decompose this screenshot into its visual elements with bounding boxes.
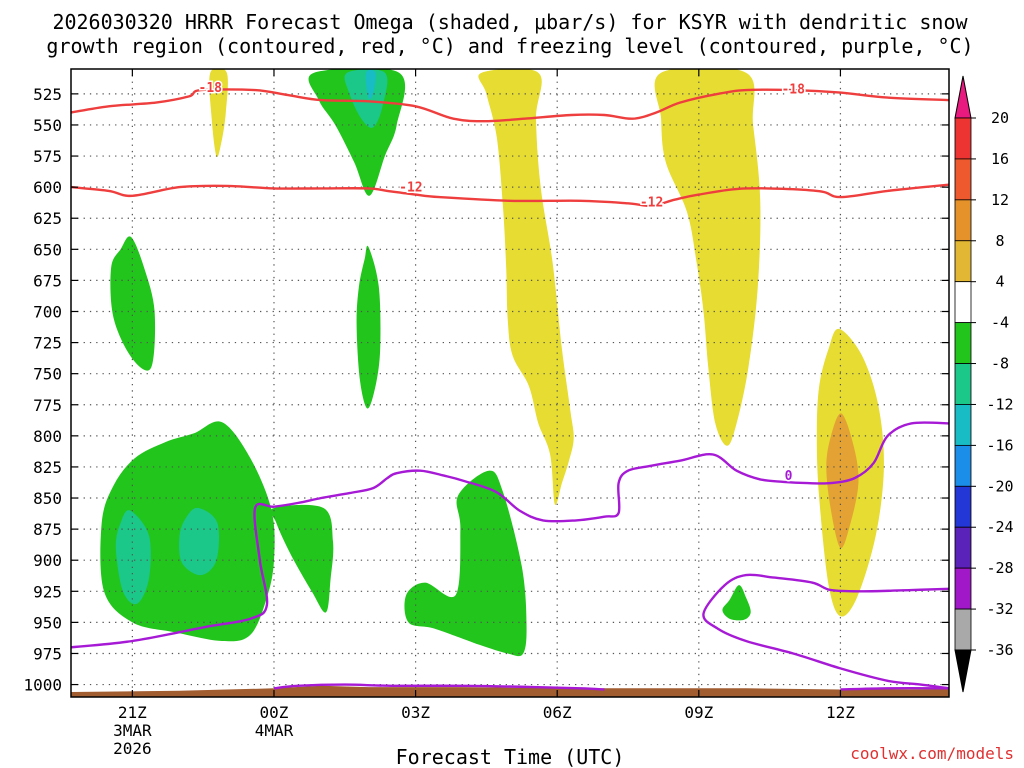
omega-region-descent-0200Z-upper-inner	[365, 69, 376, 100]
colorbar: 20 16 12 8 4 -4 -8 -12 -16 -20 -24 -28 -32 -36	[954, 75, 1014, 693]
colorbar-label: -28	[986, 559, 1013, 577]
omega-region-descent-2300Z-lower-core	[179, 507, 220, 576]
colorbar-label: 8	[995, 232, 1004, 250]
y-tick-label: 950	[33, 613, 62, 632]
omega-region-descent-2100Z-lower-core	[115, 510, 151, 605]
colorbar-label: -8	[991, 355, 1009, 373]
colorbar-label: -4	[991, 314, 1009, 332]
freezing-level-contour-3	[840, 687, 949, 691]
dendritic-contour-1	[71, 183, 949, 208]
freezing-level-contour-2	[273, 683, 605, 691]
colorbar-label: -12	[986, 395, 1013, 413]
y-tick-label: 1000	[23, 676, 62, 695]
y-tick-label: 550	[33, 116, 62, 135]
x-tick-label: 00Z	[260, 703, 289, 722]
y-tick-label: 625	[33, 209, 62, 228]
colorbar-label: -16	[986, 436, 1013, 454]
terrain-fill	[71, 685, 949, 697]
y-tick-label: 575	[33, 147, 62, 166]
colorbar-label: -24	[986, 518, 1013, 536]
colorbar-label: -36	[986, 641, 1013, 659]
x-tick-sublabel-date: 3MAR	[113, 721, 152, 740]
pressure-axis: 525 550 575 600 625 650 675 700 725 750 775 800 825 8…	[23, 85, 949, 695]
y-tick-label: 900	[33, 551, 62, 570]
colorbar-top-extension	[954, 75, 972, 119]
colorbar-bin	[954, 322, 972, 364]
colorbar-bin	[954, 363, 972, 405]
dendritic-contour-label: -12	[399, 181, 422, 196]
omega-region-descent-0430Z-lower	[404, 470, 527, 657]
freezing-level-contour-0	[71, 421, 949, 649]
chart-title-line-1: 2026030320 HRRR Forecast Omega (shaded, …	[52, 10, 968, 34]
y-tick-label: 875	[33, 520, 62, 539]
colorbar-bin	[954, 117, 972, 160]
colorbar-bin	[954, 158, 972, 201]
dendritic-contour-label: -18	[781, 82, 805, 97]
chart-title-line-2: growth region (contoured, red, °C) and f…	[46, 34, 973, 58]
omega-region-descent-1000Z-small	[722, 585, 751, 621]
colorbar-bin	[954, 567, 972, 610]
colorbar-label: 12	[991, 191, 1009, 209]
y-tick-label: 525	[33, 85, 62, 104]
colorbar-label: 20	[991, 109, 1009, 127]
contour-labels: -18 -18 -12 -12 0	[197, 80, 807, 486]
colorbar-bin	[954, 485, 972, 528]
omega-region-descent-2100Z-mid	[110, 236, 156, 371]
omega-region-descent-0030Z-lower	[270, 504, 334, 613]
x-tick-label: 03Z	[401, 703, 430, 722]
omega-shading	[100, 69, 884, 657]
y-tick-label: 650	[33, 240, 62, 259]
y-tick-label: 825	[33, 458, 62, 477]
x-tick-label: 21Z	[118, 703, 147, 722]
colorbar-bin	[954, 199, 972, 242]
omega-region-ascent-2030Z-upper	[209, 69, 228, 157]
y-tick-label: 600	[33, 178, 62, 197]
dendritic-contour-0	[71, 88, 949, 123]
colorbar-label: -32	[986, 600, 1013, 618]
colorbar-bin	[954, 281, 972, 324]
colorbar-bin	[954, 240, 972, 283]
y-tick-label: 925	[33, 582, 62, 601]
colorbar-bottom-extension	[954, 649, 972, 693]
x-tick-label: 09Z	[684, 703, 713, 722]
colorbar-bin	[954, 526, 972, 569]
x-tick-sublabel-date: 4MAR	[255, 721, 294, 740]
x-tick-label: 06Z	[543, 703, 572, 722]
colorbar-bin	[954, 608, 972, 651]
y-tick-label: 800	[33, 427, 62, 446]
x-tick-sublabel-year: 2026	[113, 739, 152, 758]
terrain-layer	[71, 685, 949, 697]
omega-region-ascent-0430Z-column	[478, 69, 574, 505]
y-tick-label: 975	[33, 644, 62, 663]
colorbar-bin	[954, 404, 972, 446]
y-tick-label: 675	[33, 271, 62, 290]
colorbar-bin	[954, 444, 972, 487]
x-tick-label: 12Z	[826, 703, 855, 722]
freezing-level-contour-1	[702, 573, 949, 690]
x-axis-title: Forecast Time (UTC)	[396, 745, 625, 768]
contour-lines	[71, 88, 949, 691]
freezing-level-contour-label: 0	[785, 469, 793, 484]
y-tick-label: 850	[33, 489, 62, 508]
dendritic-contour-label: -12	[640, 196, 663, 211]
y-tick-label: 725	[33, 334, 62, 353]
plot-area: -18 -18 -12 -12 0	[70, 68, 950, 698]
credit-text: coolwx.com/models	[850, 744, 1014, 763]
y-tick-label: 700	[33, 302, 62, 321]
colorbar-label: -20	[986, 477, 1013, 495]
plot-frame	[70, 68, 950, 698]
colorbar-label: 4	[995, 273, 1004, 291]
dendritic-contour-label: -18	[199, 81, 223, 96]
y-tick-label: 775	[33, 396, 62, 415]
omega-region-ascent-0930Z-column	[654, 69, 761, 446]
omega-region-descent-0200Z-mid	[356, 245, 381, 409]
y-tick-label: 750	[33, 365, 62, 384]
omega-region-descent-0200Z-upper-core	[344, 69, 388, 128]
colorbar-label: 16	[991, 150, 1009, 168]
grid-lines	[71, 69, 949, 697]
